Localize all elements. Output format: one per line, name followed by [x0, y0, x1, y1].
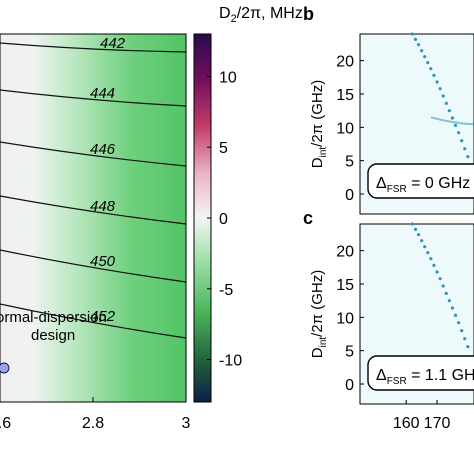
y-tick-label: 20 [336, 244, 354, 261]
contour-line [0, 303, 187, 339]
data-point [435, 80, 439, 84]
data-point [429, 67, 433, 71]
y-tick-label: 10 [336, 310, 354, 327]
panel-c-ylabel: Dint/2π (GHz) [309, 270, 329, 358]
contour-line [0, 42, 187, 53]
colorbar-label: D2/2π, MHz [219, 5, 303, 25]
data-point [466, 155, 470, 159]
data-point [420, 239, 424, 243]
data-point [453, 123, 458, 127]
y-tick-label: 20 [336, 54, 354, 71]
panel-b-data [410, 32, 474, 159]
data-point [435, 270, 439, 274]
data-point [420, 49, 424, 53]
heatmap-area [0, 34, 186, 402]
y-tick-label: 15 [336, 277, 354, 294]
panel-b-legend-box [367, 163, 474, 199]
data-point [438, 277, 442, 281]
contour-label: 444 [90, 85, 115, 102]
data-point [416, 233, 421, 237]
data-point [438, 87, 442, 91]
data-point [456, 131, 461, 135]
data-point [416, 43, 421, 47]
contour-line [0, 89, 187, 107]
data-point [432, 73, 436, 77]
panel-c: c 20 15 10 5 0 160 170 Dint/2π (GHz) ΔFSR = 1… [303, 208, 474, 432]
panel-a: 442 444 446 448 450 452 ormal-dispersion desi… [0, 33, 191, 432]
panel-c-legend-text: ΔFSR = 1.1 GHz [376, 367, 474, 387]
data-point [429, 257, 433, 261]
data-point [460, 139, 464, 143]
data-point [466, 345, 470, 349]
contour-label: 442 [100, 35, 126, 52]
data-point [441, 284, 445, 288]
panel-c-data [410, 222, 470, 349]
data-point [453, 313, 458, 317]
colorbar-tick-label: -5 [219, 282, 233, 299]
colorbar-tick-label: 0 [219, 211, 228, 228]
data-point [413, 37, 418, 41]
data-point [447, 109, 451, 113]
data-point [463, 337, 467, 341]
contour-label: 448 [90, 198, 116, 215]
y-tick-label: 0 [345, 187, 354, 204]
colorbar-tick-label: 10 [219, 69, 237, 86]
data-point [426, 251, 430, 255]
data-point [444, 291, 448, 295]
contour-label: 450 [90, 253, 116, 270]
panel-c-x-ticks: 160 170 [393, 400, 451, 432]
y-tick-label: 10 [336, 120, 354, 137]
data-point [463, 147, 467, 151]
x-tick-label: 2.8 [82, 415, 104, 432]
colorbar-ticks: 10 5 0 -5 -10 [207, 69, 242, 370]
x-tick-label: 170 [424, 415, 451, 432]
data-point [423, 245, 427, 249]
y-tick-label: 0 [345, 377, 354, 394]
panel-letter-b: b [303, 4, 314, 24]
panel-c-legend-box [367, 355, 474, 391]
panel-b-legend-text: ΔFSR = 0 GHz [376, 175, 470, 195]
data-point [410, 222, 414, 226]
data-point [456, 321, 461, 325]
panel-b: b 20 15 10 5 0 Dint/2π (GHz) ΔFSR = 0 GHz [303, 4, 474, 215]
panel-b-ylabel: Dint/2π (GHz) [309, 80, 329, 168]
data-point [447, 299, 451, 303]
data-point [432, 263, 436, 267]
data-point [441, 94, 445, 98]
data-point [410, 32, 414, 36]
x-tick-label: 2.6 [0, 415, 11, 432]
x-tick-label: 3 [182, 415, 191, 432]
colorbar: 10 5 0 -5 -10 D2/2π, MHz [193, 5, 303, 403]
annotation-line1: ormal-dispersion [0, 309, 107, 326]
data-point [460, 329, 464, 333]
a-x-ticks: 2.6 2.8 3 [0, 397, 191, 432]
panel-letter-c: c [303, 208, 313, 228]
data-point [450, 116, 455, 120]
data-point [426, 61, 430, 65]
panel-c-y-ticks: 20 15 10 5 0 [336, 244, 364, 394]
annotation-line2: design [31, 327, 75, 344]
y-tick-label: 15 [336, 87, 354, 104]
contour-lines: 442 444 446 448 450 452 [0, 35, 187, 339]
contour-line [0, 141, 187, 167]
design-marker [0, 362, 10, 374]
contour-label: 452 [90, 308, 116, 325]
data-point [423, 55, 427, 59]
colorbar-tick-label: -10 [219, 353, 242, 370]
panel-b-y-ticks: 20 15 10 5 0 [336, 54, 364, 204]
x-tick-label: 160 [393, 415, 420, 432]
y-tick-label: 5 [345, 344, 354, 361]
contour-line [0, 195, 187, 225]
mode-crossing-branch [430, 116, 474, 126]
data-point [444, 101, 448, 105]
colorbar-tick-label: 5 [219, 140, 228, 157]
contour-label: 446 [90, 141, 116, 158]
y-tick-label: 5 [345, 154, 354, 171]
contour-line [0, 249, 187, 283]
data-point [413, 227, 418, 231]
data-point [450, 306, 455, 310]
